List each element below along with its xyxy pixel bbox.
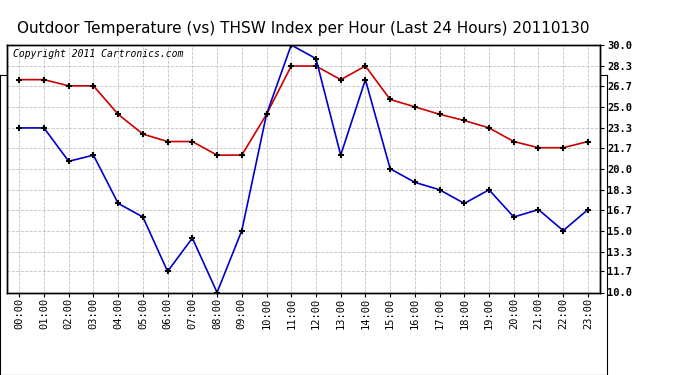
Text: Outdoor Temperature (vs) THSW Index per Hour (Last 24 Hours) 20110130: Outdoor Temperature (vs) THSW Index per … (17, 21, 590, 36)
Text: Copyright 2011 Cartronics.com: Copyright 2011 Cartronics.com (13, 49, 184, 59)
